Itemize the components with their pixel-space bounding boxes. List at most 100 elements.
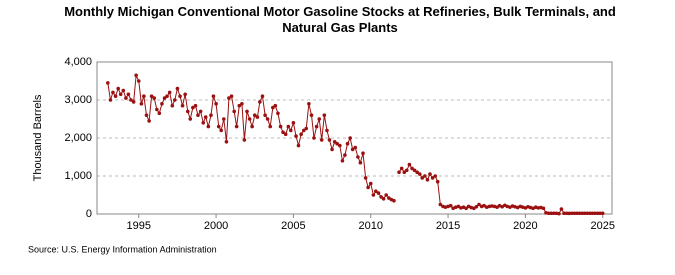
data-point <box>554 211 559 216</box>
data-point <box>366 185 370 190</box>
data-point <box>423 174 427 178</box>
data-point <box>567 211 571 216</box>
data-point <box>160 102 164 106</box>
data-point <box>237 103 242 108</box>
data-point <box>291 121 296 125</box>
data-point <box>170 103 175 108</box>
data-point <box>435 179 440 184</box>
data-point <box>575 211 579 216</box>
data-point <box>428 172 432 176</box>
data-point <box>245 109 249 114</box>
data-point <box>240 102 244 106</box>
y-tick-label: 1,000 <box>64 170 92 182</box>
data-point <box>464 206 468 211</box>
data-point <box>307 102 311 106</box>
data-point <box>175 86 180 91</box>
data-point <box>348 136 352 140</box>
data-point <box>415 170 419 174</box>
data-point <box>157 111 162 116</box>
data-point <box>242 138 247 142</box>
data-point <box>358 160 363 165</box>
data-point <box>283 132 288 136</box>
x-tick-label: 2025 <box>590 220 614 232</box>
data-point <box>196 113 200 117</box>
data-point <box>288 128 293 133</box>
data-point <box>448 203 453 208</box>
data-point <box>384 193 389 197</box>
data-point <box>374 189 378 193</box>
y-tick-label: 4,000 <box>64 56 92 68</box>
data-point <box>273 103 278 108</box>
plot-frame <box>96 61 613 215</box>
data-point <box>178 94 182 98</box>
data-point <box>376 191 381 195</box>
data-point <box>209 113 213 117</box>
data-point <box>126 92 131 97</box>
data-point <box>577 211 582 216</box>
data-point <box>162 96 167 100</box>
data-point <box>314 124 319 129</box>
data-point <box>343 153 347 157</box>
data-point <box>335 141 339 146</box>
data-point <box>330 147 334 152</box>
data-point <box>582 211 587 216</box>
data-point <box>477 202 481 207</box>
data-point <box>211 94 216 98</box>
data-point <box>294 134 298 138</box>
data-point <box>224 140 229 144</box>
data-point <box>247 117 252 121</box>
data-point <box>557 211 561 216</box>
data-point <box>392 198 396 203</box>
data-point <box>232 109 236 114</box>
y-tick-label: 0 <box>86 208 92 220</box>
x-tick-label: 2015 <box>436 220 460 232</box>
data-point <box>268 124 273 129</box>
data-point <box>276 111 280 116</box>
data-point <box>536 206 541 210</box>
data-point <box>402 170 407 174</box>
data-point <box>299 132 303 136</box>
data-point <box>113 94 118 98</box>
data-point <box>118 92 123 97</box>
y-axis-label: Thousand Barrels <box>32 94 44 181</box>
data-point <box>412 168 417 173</box>
data-point <box>229 94 234 98</box>
source: Source: U.S. Energy Information Administ… <box>28 244 217 254</box>
x-tick-label: 2020 <box>513 220 537 232</box>
data-point <box>546 211 551 216</box>
data-point <box>278 124 283 129</box>
data-point <box>203 115 208 119</box>
x-tick-label: 1995 <box>127 220 151 232</box>
data-point <box>281 130 285 135</box>
data-point <box>569 211 574 216</box>
data-line <box>107 73 603 215</box>
data-point <box>595 211 600 216</box>
data-point <box>356 155 360 159</box>
data-point <box>180 103 185 108</box>
data-point <box>216 124 221 129</box>
data-point <box>152 96 157 100</box>
data-point <box>551 211 556 216</box>
data-point <box>142 94 146 98</box>
data-point <box>129 98 133 102</box>
data-point <box>338 143 342 148</box>
data-point <box>111 90 115 95</box>
data-point <box>361 151 365 155</box>
data-point <box>598 211 602 216</box>
data-point <box>312 136 316 140</box>
data-point <box>319 138 324 142</box>
data-point <box>165 94 169 98</box>
data-point <box>317 117 322 121</box>
data-point <box>490 204 494 208</box>
data-point <box>258 100 262 104</box>
data-point <box>588 211 592 216</box>
chart-title: Monthly Michigan Conventional Motor Gaso… <box>64 4 616 35</box>
data-point <box>593 211 597 216</box>
data-point <box>139 102 144 106</box>
data-point <box>185 109 190 114</box>
data-point <box>309 113 314 117</box>
data-point <box>296 143 301 148</box>
data-point <box>214 102 218 106</box>
